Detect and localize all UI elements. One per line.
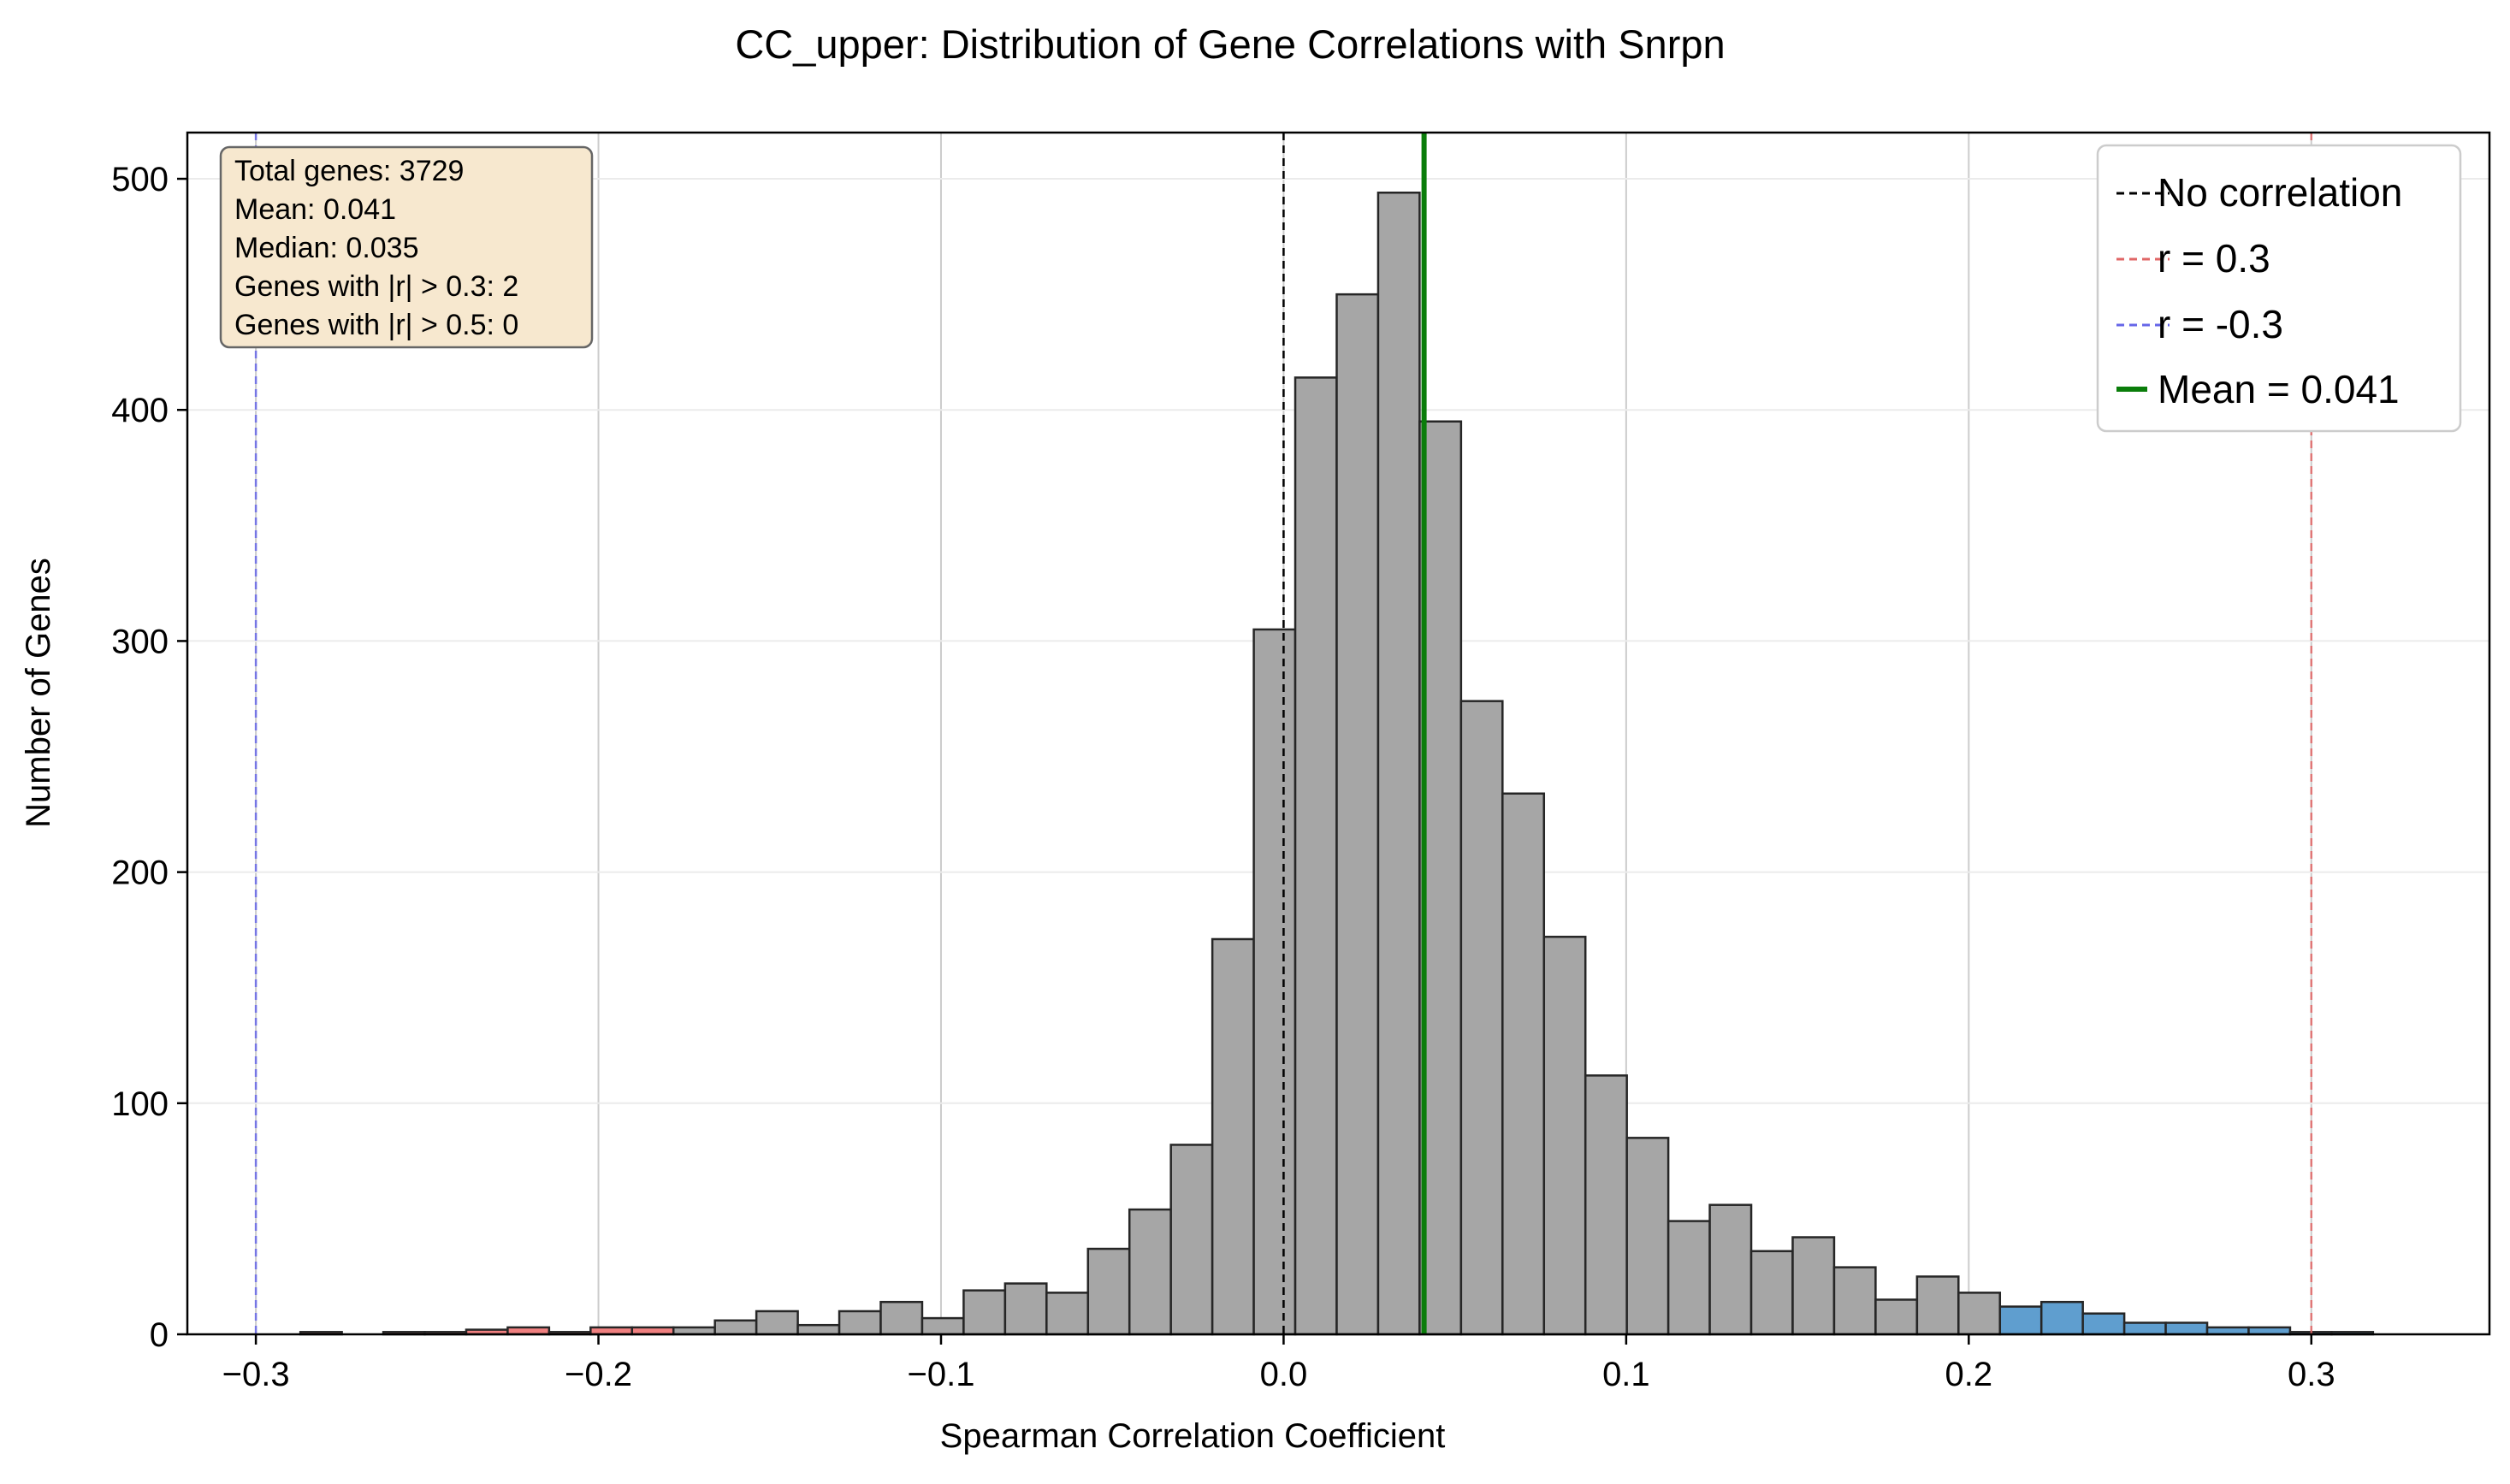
histogram-bar bbox=[1874, 1298, 1919, 1336]
histogram-bar bbox=[962, 1289, 1007, 1336]
histogram-bar bbox=[1335, 293, 1380, 1336]
y-tick-label: 100 bbox=[111, 1085, 169, 1123]
histogram-bar bbox=[1003, 1282, 1048, 1336]
histogram-bar bbox=[1211, 937, 1255, 1336]
histogram-bar bbox=[1957, 1292, 2002, 1336]
chart-title: CC_upper: Distribution of Gene Correlati… bbox=[735, 21, 1725, 67]
histogram-bar bbox=[1625, 1137, 1670, 1336]
histogram-bar bbox=[1128, 1208, 1172, 1336]
histogram-bars bbox=[299, 192, 2375, 1336]
info-genes-above-0-3: Genes with |r| > 0.3: 2 bbox=[234, 270, 518, 303]
legend-label-no-correlation: No correlation bbox=[2158, 170, 2402, 215]
plot-frame bbox=[186, 131, 2491, 1336]
x-tick-label: 0.0 bbox=[1260, 1356, 1308, 1393]
x-tick-label: −0.2 bbox=[565, 1356, 632, 1393]
histogram-bar bbox=[921, 1316, 965, 1336]
histogram-bar bbox=[1832, 1266, 1877, 1336]
histogram-bar bbox=[1045, 1292, 1090, 1336]
reference-lines bbox=[254, 133, 2313, 1334]
histogram-bar bbox=[2039, 1300, 2084, 1336]
y-axis-ticks: 0 100 200 300 400 500 bbox=[111, 161, 187, 1354]
histogram-bar bbox=[1086, 1247, 1131, 1336]
y-tick-label: 300 bbox=[111, 623, 169, 660]
x-tick-label: 0.3 bbox=[2288, 1356, 2335, 1393]
y-tick-label: 400 bbox=[111, 392, 169, 429]
x-axis-ticks: −0.3 −0.2 −0.1 0.0 0.1 0.2 0.3 bbox=[222, 1334, 2335, 1393]
histogram-bar bbox=[1459, 700, 1504, 1336]
histogram-bar bbox=[879, 1300, 924, 1336]
histogram-bar bbox=[1252, 628, 1297, 1336]
x-tick-label: 0.2 bbox=[1945, 1356, 1993, 1393]
histogram-bar bbox=[1791, 1236, 1836, 1336]
histogram-bar bbox=[2122, 1321, 2167, 1336]
histogram-bar bbox=[1584, 1074, 1628, 1336]
histogram-bar bbox=[1542, 936, 1587, 1336]
histogram-bar bbox=[1293, 376, 1338, 1336]
y-axis-label: Number of Genes bbox=[20, 558, 57, 828]
histogram-bar bbox=[1708, 1203, 1753, 1336]
histogram-bar bbox=[838, 1310, 882, 1336]
y-tick-label: 500 bbox=[111, 161, 169, 198]
legend-label-r-negative: r = -0.3 bbox=[2158, 302, 2283, 346]
info-genes-above-0-5: Genes with |r| > 0.5: 0 bbox=[234, 309, 518, 341]
histogram-bar bbox=[1915, 1275, 1960, 1336]
histogram-bar bbox=[2081, 1312, 2126, 1336]
info-mean: Mean: 0.041 bbox=[234, 193, 396, 226]
y-tick-label: 0 bbox=[150, 1316, 169, 1354]
info-total-genes: Total genes: 3729 bbox=[234, 155, 464, 187]
legend-label-r-positive: r = 0.3 bbox=[2158, 236, 2270, 281]
histogram-bar bbox=[2164, 1321, 2209, 1336]
histogram-bar bbox=[1998, 1305, 2043, 1336]
histogram-bar bbox=[1376, 192, 1421, 1336]
x-tick-label: 0.1 bbox=[1602, 1356, 1650, 1393]
x-axis-label: Spearman Correlation Coefficient bbox=[940, 1417, 1446, 1455]
histogram-bar bbox=[1749, 1250, 1794, 1336]
histogram-bar bbox=[755, 1310, 799, 1336]
legend-label-mean: Mean = 0.041 bbox=[2158, 367, 2400, 411]
y-tick-label: 200 bbox=[111, 854, 169, 892]
histogram-bar bbox=[1501, 792, 1546, 1336]
info-box: Total genes: 3729 Mean: 0.041 Median: 0.… bbox=[219, 145, 594, 349]
legend: No correlation r = 0.3 r = -0.3 Mean = 0… bbox=[2096, 144, 2462, 433]
histogram-bar bbox=[1666, 1220, 1711, 1336]
histogram-bar bbox=[1169, 1144, 1214, 1336]
x-tick-label: −0.3 bbox=[222, 1356, 290, 1393]
x-tick-label: −0.1 bbox=[907, 1356, 974, 1393]
histogram-bar bbox=[796, 1323, 841, 1336]
histogram-bar bbox=[713, 1319, 758, 1336]
info-median: Median: 0.035 bbox=[234, 232, 419, 264]
